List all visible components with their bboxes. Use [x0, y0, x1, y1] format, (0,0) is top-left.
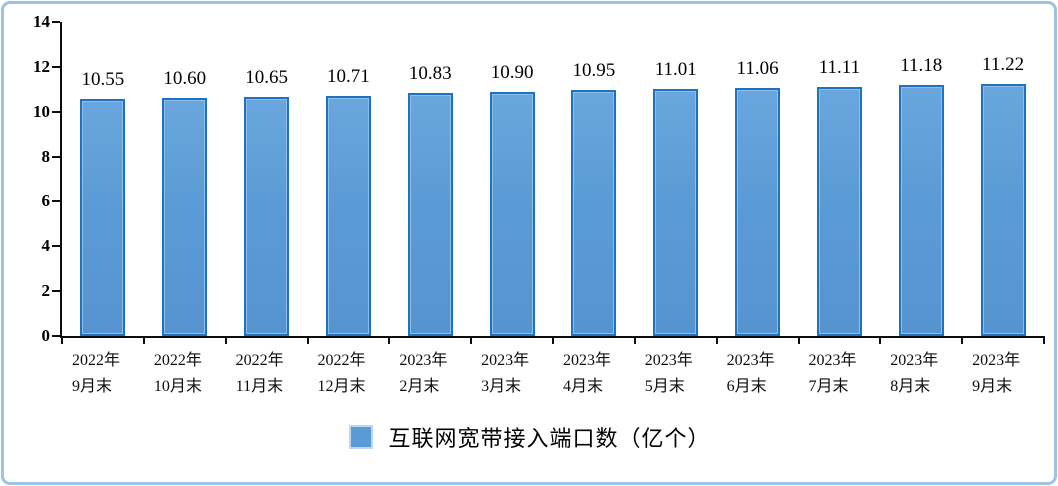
- legend: 互联网宽带接入端口数（亿个）: [4, 421, 1056, 453]
- bar: [325, 95, 371, 336]
- x-tick-mark: [961, 336, 964, 344]
- x-tick-mark: [552, 336, 554, 344]
- x-category-label: 2023年 7月末: [808, 352, 857, 395]
- x-category-label: 2023年 4月末: [562, 352, 611, 395]
- bar: [407, 93, 453, 336]
- bar-value-label: 11.06: [736, 57, 779, 79]
- x-category-label: 2023年 9月末: [972, 352, 1021, 395]
- bar-value-label: 11.01: [654, 59, 697, 81]
- legend-label: 互联网宽带接入端口数（亿个）: [388, 426, 711, 451]
- x-tick-mark: [633, 336, 636, 344]
- y-tick-mark: [52, 290, 60, 293]
- bar-value-label: 11.11: [818, 56, 861, 78]
- y-tick-label: 0: [41, 326, 51, 345]
- y-tick-label: 8: [41, 146, 51, 166]
- x-tick-mark: [388, 336, 391, 344]
- bar-value-label: 10.95: [572, 60, 616, 82]
- x-tick-mark: [715, 336, 718, 344]
- y-tick-mark: [52, 200, 60, 203]
- x-category-label: 2023年 8月末: [890, 352, 939, 395]
- bar-value-label: 11.22: [982, 54, 1025, 76]
- x-tick-mark: [879, 336, 882, 344]
- x-tick-mark: [61, 336, 63, 344]
- y-tick-label: 2: [41, 281, 51, 301]
- bar-value-label: 10.90: [490, 61, 534, 83]
- x-tick-mark: [306, 336, 309, 344]
- x-tick-mark: [224, 336, 227, 344]
- bar: [571, 90, 617, 336]
- bar-value-label: 10.60: [163, 68, 207, 90]
- bar-value-label: 10.55: [81, 69, 125, 91]
- x-category-label: 2023年 3月末: [481, 352, 530, 395]
- x-category-label: 2022年 10月末: [153, 352, 202, 395]
- bar-value-label: 10.71: [327, 65, 370, 87]
- bar: [816, 86, 862, 336]
- bar: [735, 87, 781, 336]
- y-tick-mark: [52, 110, 60, 113]
- bar-value-label: 11.18: [900, 55, 943, 77]
- y-tick-label: 12: [33, 56, 50, 76]
- x-tick-mark: [142, 336, 145, 344]
- bar-value-label: 10.83: [408, 63, 452, 85]
- plot-area: 0 2 4 6 8 10 12 14 10.55 10.60 10.65 10.71 10.83 10.9…: [33, 12, 1045, 345]
- bar: [244, 97, 290, 336]
- y-tick-label: 4: [41, 236, 51, 256]
- x-category-label: 2022年 11月末: [235, 352, 284, 395]
- y-tick-label: 10: [33, 101, 50, 121]
- bar: [980, 84, 1026, 336]
- x-category-label: 2022年 9月末: [72, 352, 121, 395]
- bar-value-label: 10.65: [245, 67, 288, 89]
- y-tick-mark: [52, 21, 60, 23]
- y-tick-label: 14: [33, 12, 50, 31]
- x-category-label: 2022年 12月末: [317, 352, 366, 395]
- x-category-label: 2023年 5月末: [644, 352, 693, 395]
- x-tick-mark: [1043, 336, 1045, 344]
- x-tick-mark: [797, 336, 800, 344]
- x-category-label: 2023年 2月末: [399, 352, 448, 395]
- bar: [653, 89, 699, 336]
- y-tick-mark: [52, 335, 60, 337]
- x-axis-labels: 2022年 9月末 2022年 10月末 2022年 11月末 2022年 12月末 2…: [60, 348, 1042, 400]
- bar: [489, 91, 535, 336]
- y-tick-label: 6: [41, 191, 51, 211]
- bar: [80, 99, 126, 336]
- y-tick-mark: [52, 245, 60, 248]
- y-tick-mark: [52, 65, 60, 68]
- bar: [162, 98, 208, 336]
- x-category-label: 2023年 6月末: [726, 352, 775, 395]
- bar: [898, 85, 944, 336]
- legend-swatch-icon: [349, 425, 374, 449]
- y-tick-mark: [52, 155, 60, 158]
- x-tick-mark: [470, 336, 473, 344]
